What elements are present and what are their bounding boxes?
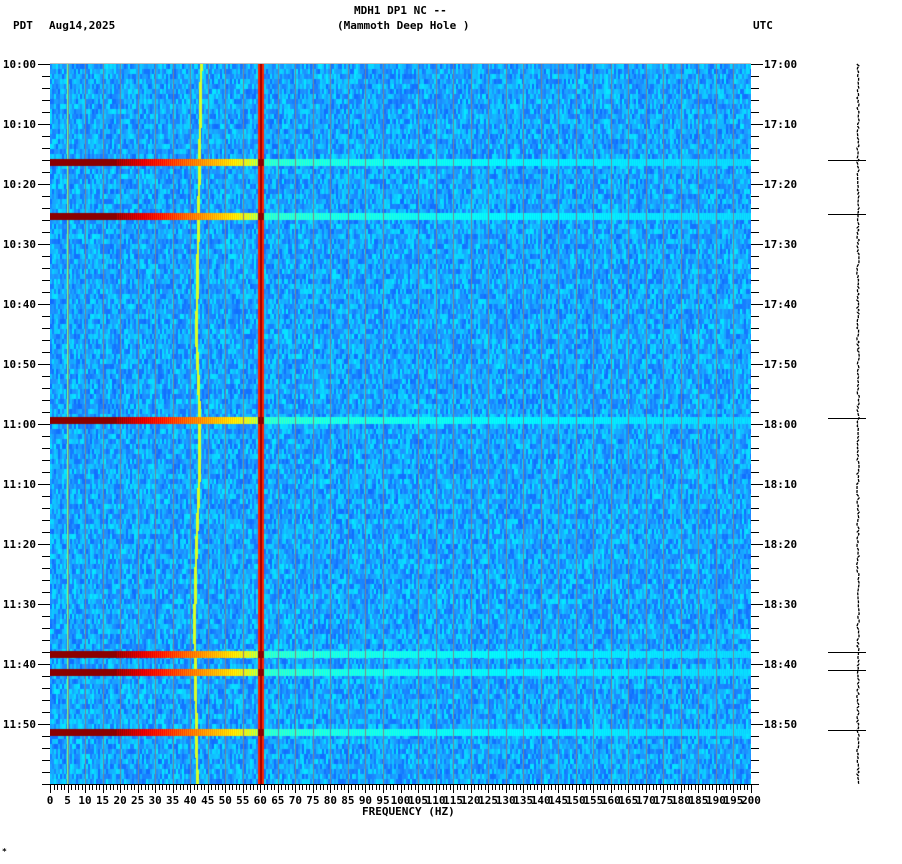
x-tick-label: 170 xyxy=(635,794,656,807)
y-tick-label-utc: 18:10 xyxy=(764,478,798,491)
x-tick-label: 85 xyxy=(341,794,355,807)
x-tick-label: 5 xyxy=(64,794,71,807)
x-tick-label: 20 xyxy=(113,794,127,807)
y-tick-label-utc: 18:30 xyxy=(764,598,798,611)
y-tick-label-utc: 17:40 xyxy=(764,298,798,311)
y-tick-label-utc: 17:50 xyxy=(764,358,798,371)
x-tick-label: 0 xyxy=(46,794,54,807)
y-tick-label-pdt: 11:20 xyxy=(2,538,36,551)
x-tick-label: 115 xyxy=(443,794,463,807)
y-tick-label-pdt: 10:00 xyxy=(2,58,36,71)
x-tick-label: 65 xyxy=(271,794,285,807)
x-tick-label: 90 xyxy=(358,794,373,807)
chart-title-site: (Mammoth Deep Hole ) xyxy=(337,19,470,32)
x-tick-label: 30 xyxy=(148,794,162,807)
y-tick-label-utc: 18:20 xyxy=(764,538,798,551)
y-tick-label-pdt: 11:10 xyxy=(2,478,36,491)
x-tick-label: 105 xyxy=(408,794,428,807)
y-tick-label-pdt: 11:40 xyxy=(2,658,36,671)
y-tick-label-utc: 18:50 xyxy=(764,718,798,731)
x-tick-label: 130 xyxy=(495,794,516,807)
x-tick-label: 95 xyxy=(376,794,390,807)
x-tick-label: 110 xyxy=(425,794,446,807)
x-tick-label: 75 xyxy=(306,794,320,807)
y-tick-label-utc: 17:00 xyxy=(764,58,798,71)
x-tick-label: 200 xyxy=(741,794,761,807)
x-tick-label: 175 xyxy=(653,794,674,807)
x-tick-label: 60 xyxy=(253,794,267,807)
left-timezone-label: PDT xyxy=(13,19,33,32)
x-tick-label: 160 xyxy=(600,794,621,807)
y-tick-label-pdt: 11:30 xyxy=(2,598,36,611)
corner-mark: * xyxy=(2,847,7,856)
x-axis-title: FREQUENCY (HZ) xyxy=(362,805,455,818)
y-tick-label-utc: 17:10 xyxy=(764,118,798,131)
x-tick-label: 135 xyxy=(513,794,534,807)
x-tick-label: 185 xyxy=(688,794,709,807)
y-tick-label-pdt: 11:50 xyxy=(2,718,36,731)
x-tick-label: 195 xyxy=(723,794,744,807)
x-tick-label: 55 xyxy=(236,794,250,807)
y-tick-label-utc: 17:30 xyxy=(764,238,798,251)
x-tick-label: 125 xyxy=(478,794,499,807)
y-tick-label-utc: 18:00 xyxy=(764,418,798,431)
x-tick-label: 40 xyxy=(183,794,197,807)
x-tick-label: 50 xyxy=(218,794,232,807)
right-timezone-label: UTC xyxy=(753,19,773,32)
chart-title-station: MDH1 DP1 NC -- xyxy=(354,4,447,17)
y-tick-label-pdt: 10:20 xyxy=(2,178,36,191)
x-tick-label: 25 xyxy=(131,794,145,807)
x-tick-label: 180 xyxy=(670,794,691,807)
x-tick-label: 10 xyxy=(78,794,92,807)
x-tick-label: 150 xyxy=(565,794,586,807)
y-tick-label-utc: 17:20 xyxy=(764,178,798,191)
y-tick-label-utc: 18:40 xyxy=(764,658,798,671)
x-tick-label: 140 xyxy=(530,794,551,807)
x-tick-label: 155 xyxy=(583,794,604,807)
seismogram-trace xyxy=(855,63,861,785)
x-tick-label: 120 xyxy=(460,794,481,807)
x-tick-label: 145 xyxy=(548,794,569,807)
x-tick-label: 165 xyxy=(618,794,639,807)
y-tick-label-pdt: 11:00 xyxy=(2,418,36,431)
x-tick-label: 70 xyxy=(288,794,302,807)
x-tick-label: 80 xyxy=(323,794,338,807)
x-tick-label: 35 xyxy=(166,794,180,807)
spectrogram-canvas xyxy=(50,64,751,784)
y-tick-label-pdt: 10:40 xyxy=(2,298,36,311)
x-tick-label: 45 xyxy=(201,794,215,807)
x-tick-label: 100 xyxy=(390,794,411,807)
date-label: Aug14,2025 xyxy=(49,19,116,32)
y-tick-label-pdt: 10:50 xyxy=(2,358,36,371)
y-tick-label-pdt: 10:10 xyxy=(2,118,36,131)
spectrogram-plot xyxy=(50,64,751,784)
y-tick-label-pdt: 10:30 xyxy=(2,238,36,251)
x-tick-label: 15 xyxy=(95,794,110,807)
x-tick-label: 190 xyxy=(706,794,726,807)
